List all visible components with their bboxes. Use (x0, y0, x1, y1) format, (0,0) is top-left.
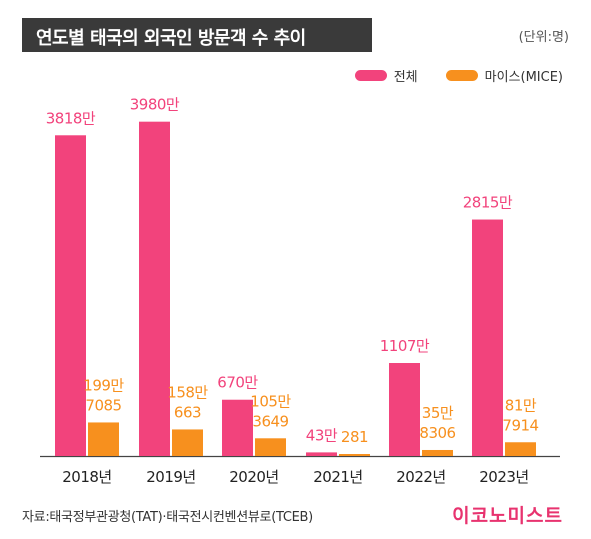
data-label-total: 3980만 (130, 96, 180, 114)
legend-item-total: 전체 (354, 66, 418, 85)
bar-total (306, 452, 337, 456)
legend-swatch-total (354, 70, 387, 81)
data-label-mice-bottom: 281 (341, 428, 368, 446)
x-tick-label: 2018년 (62, 468, 111, 486)
legend-swatch-mice (445, 70, 478, 81)
x-tick-label: 2021년 (313, 468, 362, 486)
bar-total (472, 219, 503, 456)
bar-mice (172, 429, 203, 456)
bar-total (139, 121, 170, 457)
data-label-mice-bottom: 7914 (502, 416, 538, 434)
bar-mice (255, 438, 286, 456)
bar-mice (88, 422, 119, 456)
data-label-mice-top: 105만 (250, 392, 291, 410)
data-label-total: 2815만 (463, 194, 513, 212)
bar-mice (422, 449, 453, 456)
data-label-mice-bottom: 7085 (85, 396, 121, 414)
data-label-mice-bottom: 3649 (252, 412, 288, 430)
data-label-total: 1107만 (380, 337, 430, 355)
data-label-mice-top: 158만 (167, 383, 208, 401)
bar-total (55, 135, 86, 456)
legend-label-mice: 마이스(MICE) (484, 70, 563, 85)
data-label-mice-bottom: 8306 (419, 424, 455, 442)
bar-mice (339, 454, 370, 456)
data-label-mice-top: 35만 (422, 404, 454, 422)
unit-label: (단위:명) (518, 30, 569, 45)
data-label-total: 670만 (217, 374, 258, 392)
data-label-total: 3818만 (46, 109, 96, 127)
x-tick-label: 2020년 (229, 468, 278, 486)
source-note: 자료:태국정부관광청(TAT)·태국전시컨벤션뷰로(TCEB) (22, 510, 313, 525)
brand-logo: 이코노미스트 (452, 505, 563, 527)
data-label-total: 43만 (306, 426, 338, 444)
legend: 전체 마이스(MICE) (327, 66, 563, 85)
x-tick-label: 2023년 (479, 468, 528, 486)
x-tick-label: 2022년 (396, 468, 445, 486)
legend-label-total: 전체 (393, 70, 418, 85)
bar-mice (505, 442, 536, 456)
bar-total (222, 399, 253, 456)
data-label-mice-bottom: 663 (174, 403, 201, 421)
data-label-mice-top: 199만 (83, 376, 124, 394)
x-tick-label: 2019년 (146, 468, 195, 486)
chart-title: 연도별 태국의 외국인 방문객 수 추이 (36, 28, 306, 49)
bar-total (389, 363, 420, 456)
data-label-mice-top: 81만 (505, 396, 537, 414)
legend-item-mice: 마이스(MICE) (445, 66, 563, 85)
title-bar: 연도별 태국의 외국인 방문객 수 추이 (22, 18, 372, 52)
